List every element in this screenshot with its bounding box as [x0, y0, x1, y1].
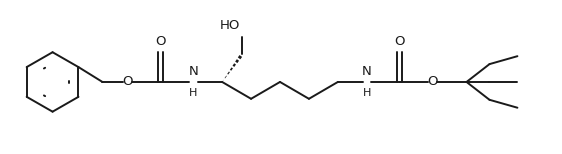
Text: O: O — [155, 35, 166, 48]
Text: N: N — [188, 65, 198, 78]
Text: O: O — [122, 75, 133, 88]
Text: H: H — [362, 88, 371, 98]
Text: H: H — [189, 88, 197, 98]
Text: HO: HO — [220, 19, 240, 32]
Text: O: O — [395, 35, 405, 48]
Text: N: N — [362, 65, 371, 78]
Text: O: O — [427, 75, 438, 88]
